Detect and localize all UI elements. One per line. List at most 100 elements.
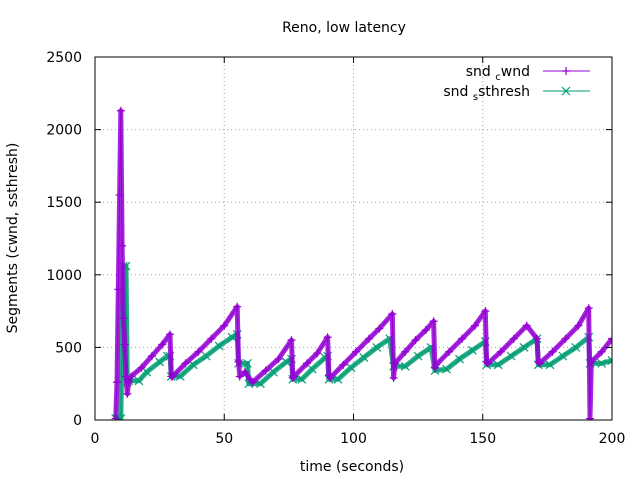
data-point-cwnd bbox=[235, 372, 244, 381]
data-point-ssthresh bbox=[134, 376, 144, 386]
legend-label-subscript: c bbox=[495, 72, 501, 83]
data-point-ssthresh bbox=[243, 358, 252, 368]
data-point-ssthresh bbox=[297, 374, 307, 384]
legend-label-cwnd: snd cwnd bbox=[466, 64, 530, 83]
data-point-cwnd bbox=[389, 373, 398, 382]
data-point-cwnd bbox=[287, 336, 296, 345]
data-point-cwnd bbox=[116, 106, 125, 115]
data-point-ssthresh bbox=[571, 342, 581, 352]
data-point-cwnd bbox=[137, 363, 146, 372]
legend-label-main: snd bbox=[466, 64, 496, 80]
data-point-cwnd bbox=[534, 357, 543, 366]
data-point-ssthresh bbox=[333, 374, 343, 384]
data-point-ssthresh bbox=[155, 357, 165, 367]
data-point-ssthresh bbox=[268, 367, 278, 377]
legend-item-cwnd: snd cwnd bbox=[466, 64, 590, 83]
legend-label-rest: sthresh bbox=[478, 84, 530, 100]
data-point-cwnd bbox=[375, 324, 384, 333]
data-point-cwnd bbox=[584, 304, 593, 313]
data-point-cwnd bbox=[561, 334, 570, 343]
data-point-ssthresh bbox=[545, 360, 555, 370]
axes bbox=[94, 56, 613, 421]
data-point-cwnd bbox=[608, 334, 612, 343]
data-point-cwnd bbox=[388, 310, 397, 319]
data-point-cwnd bbox=[111, 414, 120, 420]
data-point-ssthresh bbox=[558, 351, 568, 361]
data-point-cwnd bbox=[597, 347, 606, 356]
x-tick-label: 200 bbox=[599, 431, 626, 447]
data-point-cwnd bbox=[181, 359, 190, 368]
data-point-ssthresh bbox=[281, 357, 291, 367]
series-cwnd bbox=[111, 106, 612, 420]
data-point-cwnd bbox=[421, 325, 430, 334]
data-point-cwnd bbox=[123, 389, 132, 398]
data-point-ssthresh bbox=[201, 351, 211, 361]
data-point-cwnd bbox=[233, 302, 242, 311]
data-point-cwnd bbox=[365, 334, 374, 343]
data-point-cwnd bbox=[535, 359, 544, 368]
x-tick-label: 100 bbox=[340, 431, 367, 447]
data-point-cwnd bbox=[115, 190, 124, 199]
y-tick-label: 0 bbox=[73, 413, 82, 429]
y-axis-title: Segments (cwnd, ssthresh) bbox=[5, 143, 21, 334]
plot-data bbox=[111, 106, 612, 420]
y-tick-label: 2500 bbox=[46, 50, 82, 66]
data-point-cwnd bbox=[482, 357, 491, 366]
data-point-cwnd bbox=[496, 347, 505, 356]
data-point-cwnd bbox=[302, 359, 311, 368]
x-tick-label: 50 bbox=[215, 431, 233, 447]
data-point-ssthresh bbox=[506, 351, 516, 361]
data-point-ssthresh bbox=[607, 356, 612, 365]
legend-marker-ssthresh bbox=[561, 86, 571, 96]
data-point-cwnd bbox=[339, 360, 348, 369]
data-point-ssthresh bbox=[214, 341, 224, 351]
data-point-cwnd bbox=[207, 334, 216, 343]
data-point-cwnd bbox=[483, 359, 492, 368]
data-point-cwnd bbox=[574, 321, 583, 330]
y-tick-label: 1500 bbox=[46, 195, 82, 211]
data-point-cwnd bbox=[352, 347, 361, 356]
data-point-ssthresh bbox=[227, 332, 237, 342]
data-point-ssthresh bbox=[413, 351, 423, 361]
legend-label-subscript: s bbox=[473, 92, 478, 103]
data-point-cwnd bbox=[401, 347, 410, 356]
data-point-ssthresh bbox=[455, 354, 464, 364]
data-point-cwnd bbox=[274, 355, 283, 364]
data-point-cwnd bbox=[194, 347, 203, 356]
data-point-cwnd bbox=[458, 334, 467, 343]
data-point-cwnd bbox=[112, 378, 121, 387]
legend-label-main: snd bbox=[443, 84, 473, 100]
chart-title: Reno, low latency bbox=[282, 20, 406, 36]
data-point-cwnd bbox=[481, 307, 490, 316]
data-point-cwnd bbox=[429, 317, 438, 326]
data-point-cwnd bbox=[261, 366, 270, 375]
legend-marker-cwnd bbox=[562, 67, 570, 75]
data-point-cwnd bbox=[234, 357, 243, 366]
data-point-cwnd bbox=[290, 372, 299, 381]
data-point-cwnd bbox=[147, 352, 156, 361]
data-point-cwnd bbox=[118, 241, 127, 250]
data-point-cwnd bbox=[445, 347, 454, 356]
data-point-cwnd bbox=[411, 336, 420, 345]
data-point-cwnd bbox=[220, 321, 229, 330]
data-point-ssthresh bbox=[372, 342, 382, 352]
x-tick-label: 150 bbox=[469, 431, 496, 447]
data-point-cwnd bbox=[248, 378, 257, 387]
data-point-cwnd bbox=[127, 372, 136, 381]
data-point-cwnd bbox=[168, 372, 177, 381]
data-point-cwnd bbox=[119, 314, 128, 323]
data-point-cwnd bbox=[587, 357, 596, 366]
data-point-ssthresh bbox=[142, 367, 152, 377]
data-point-ssthresh bbox=[597, 358, 607, 368]
data-point-cwnd bbox=[533, 334, 542, 343]
data-point-cwnd bbox=[548, 347, 557, 356]
data-point-ssthresh bbox=[359, 353, 369, 362]
data-point-ssthresh bbox=[467, 345, 477, 355]
data-point-cwnd bbox=[390, 359, 399, 368]
data-point-cwnd bbox=[323, 333, 332, 342]
data-point-cwnd bbox=[522, 321, 531, 330]
data-point-cwnd bbox=[240, 368, 249, 377]
